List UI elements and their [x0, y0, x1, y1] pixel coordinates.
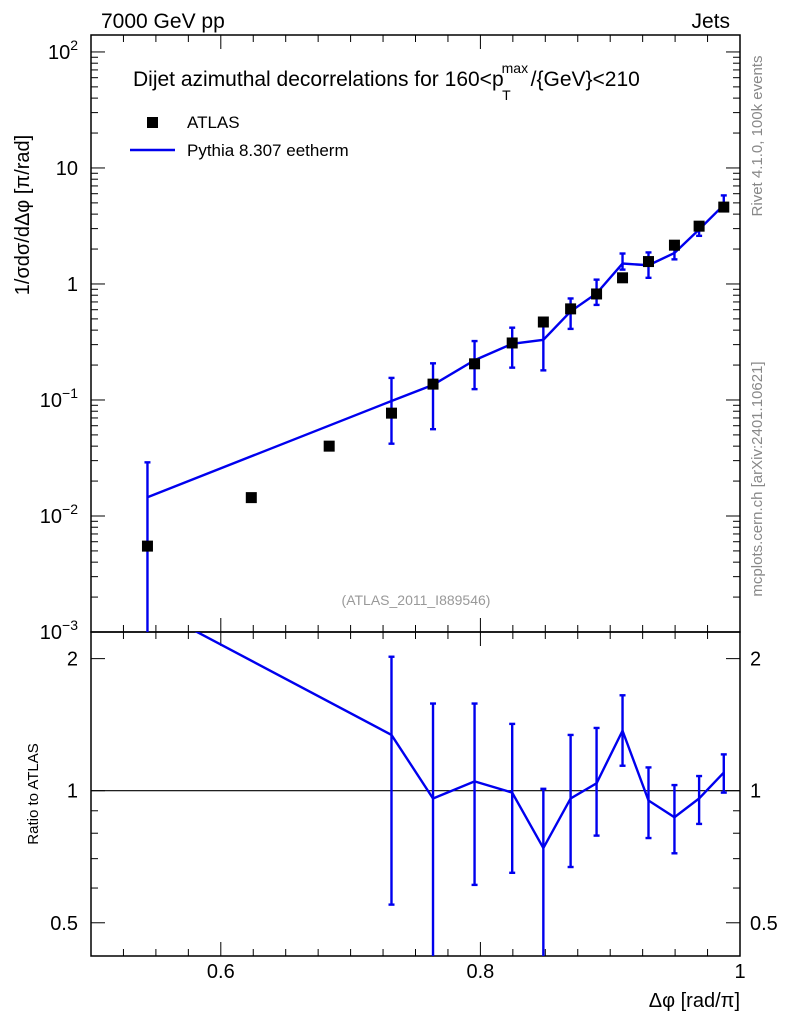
ratio-y-axis-label: Ratio to ATLAS: [25, 743, 42, 844]
mcplots-label: mcplots.cern.ch [arXiv:2401.10621]: [749, 361, 766, 596]
y-tick-label: 102: [48, 37, 78, 64]
atlas-data-point: [323, 440, 335, 452]
atlas-data-point: [537, 316, 549, 328]
chart-title: Dijet azimuthal decorrelations for 160<p…: [133, 60, 640, 103]
main-axis-ticks: 10−3 10−2 10−1 1 10 102: [40, 35, 741, 644]
ratio-y-tick-label: 1: [67, 781, 78, 803]
ratio-y-tick-label-right: 2: [750, 649, 761, 671]
atlas-data-point: [245, 492, 257, 504]
atlas-data-point: [385, 407, 397, 419]
atlas-data-point: [141, 540, 153, 552]
ratio-y-tick-label: 0.5: [50, 913, 78, 935]
ratio-line: [194, 632, 725, 851]
y-tick-label: 10−2: [40, 501, 78, 528]
y-tick-label: 10: [56, 158, 78, 180]
title-superscript: max: [502, 60, 528, 76]
atlas-data-point: [469, 358, 481, 370]
legend-data-marker: [147, 117, 158, 128]
x-tick-label: 0.6: [207, 961, 235, 983]
y-axis-label: 1/σdσ/dΔφ [π/rad]: [12, 135, 34, 295]
header-right: Jets: [691, 10, 730, 33]
legend-mc-label: Pythia 8.307 eetherm: [187, 141, 349, 160]
y-tick-label: 1: [67, 274, 78, 296]
mc-line: [147, 204, 725, 499]
x-tick-label: 1: [734, 961, 745, 983]
atlas-data-point: [617, 272, 629, 284]
ratio-y-tick-label: 2: [67, 649, 78, 671]
x-axis-label: Δφ [rad/π]: [649, 990, 740, 1012]
x-tick-label: 0.8: [466, 961, 494, 983]
rivet-label: Rivet 4.1.0, 100k events: [749, 56, 766, 217]
legend-data-label: ATLAS: [187, 113, 240, 132]
y-tick-label: 10−3: [40, 617, 78, 644]
atlas-data-point: [642, 256, 654, 268]
ratio-y-tick-label-right: 1: [750, 781, 761, 803]
ratio-error-bars: [388, 655, 727, 956]
atlas-data-point: [565, 303, 577, 315]
atlas-data-point: [718, 201, 730, 213]
y-tick-label: 10−1: [40, 385, 78, 412]
atlas-data-point: [591, 288, 603, 300]
analysis-watermark: (ATLAS_2011_I889546): [342, 592, 491, 608]
title-subscript: T: [502, 87, 511, 103]
atlas-data-point: [668, 239, 680, 251]
ratio-plot-frame: [90, 631, 741, 957]
ratio-axis-ticks: 0.6 0.8 1 0.5 0.5 1 1 2 2: [50, 632, 778, 983]
atlas-data-point: [693, 220, 705, 232]
ratio-y-tick-label-right: 0.5: [750, 913, 778, 935]
atlas-data-point: [427, 378, 439, 390]
header-left: 7000 GeV pp: [101, 10, 225, 33]
atlas-data-points: [141, 201, 730, 552]
atlas-data-point: [506, 337, 518, 349]
